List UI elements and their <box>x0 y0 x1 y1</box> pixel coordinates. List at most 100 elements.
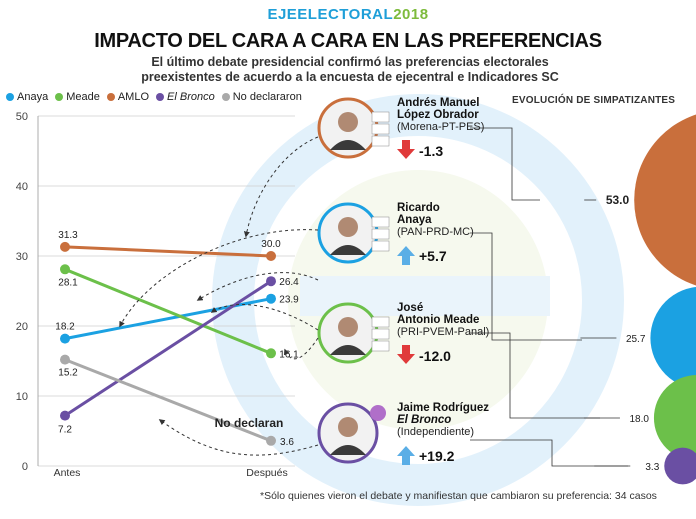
candidate-photo-body <box>330 140 366 150</box>
data-label: 30.0 <box>261 239 281 250</box>
series-no-declararon: 15.2 3.6 <box>58 354 294 448</box>
candidate-photo-head <box>338 112 358 132</box>
legend-dot <box>156 93 165 101</box>
legend-dot <box>55 93 64 101</box>
candidate-change: -1.3 <box>419 143 443 159</box>
series-line <box>64 279 272 417</box>
data-label: 7.2 <box>58 425 72 436</box>
series-meade: 28.116.1 <box>58 264 299 360</box>
arrow-down-icon <box>397 140 415 159</box>
connector-anaya <box>119 229 319 328</box>
subtitle-line-1: El último debate presidencial confirmó l… <box>151 55 549 69</box>
series-line <box>64 358 272 443</box>
candidate-photo-head <box>338 417 358 437</box>
evolution-title: EVOLUCIÓN DE SIMPATIZANTES <box>512 95 676 106</box>
arrow-up-icon <box>397 446 415 465</box>
connector-anaya-2 <box>196 272 319 301</box>
y-tick-label: 20 <box>16 321 28 333</box>
candidate-name-line2: Anaya <box>397 214 432 226</box>
candidate-name-line1: José <box>397 302 423 314</box>
legend-item: El Bronco <box>156 91 215 103</box>
x-tick-label-antes: Antes <box>54 467 81 479</box>
legend-dot <box>6 93 14 101</box>
data-point <box>60 333 70 344</box>
legend-item: Anaya <box>6 91 48 103</box>
background-logo-ring <box>212 94 624 506</box>
series-line <box>64 245 272 258</box>
evolution-bubble <box>653 375 696 461</box>
legend-item: Meade <box>55 91 100 103</box>
footnote: *Sólo quienes vieron el debate y manifie… <box>260 490 657 502</box>
party-logo <box>371 123 390 135</box>
party-logo <box>371 240 390 252</box>
party-logo <box>371 328 390 340</box>
brand-logo: EJEELECTORAL2018 <box>0 6 696 23</box>
candidate-photo-body <box>330 445 366 455</box>
legend-dot <box>221 93 230 101</box>
y-tick-label: 0 <box>22 461 28 473</box>
legend-label: Meade <box>66 91 100 103</box>
chart-title: IMPACTO DEL CARA A CARA EN LAS PREFERENC… <box>94 30 602 52</box>
data-point <box>60 241 70 252</box>
brand-part2: 2018 <box>393 6 429 23</box>
leader-bronco <box>470 439 628 467</box>
candidate-photo-head <box>338 317 358 337</box>
candidate-name-line2: El Bronco <box>397 414 451 426</box>
legend-item: No declararon <box>221 91 302 103</box>
leader-meade <box>470 332 600 419</box>
y-tick-label: 10 <box>16 391 28 403</box>
arrow-down-icon <box>397 345 415 364</box>
data-point <box>60 410 70 421</box>
data-label: 28.1 <box>58 277 78 288</box>
evolution-bubble <box>664 447 696 485</box>
data-point <box>60 264 70 275</box>
party-logo <box>371 111 390 123</box>
legend-item: AMLO <box>106 91 150 103</box>
series-el-bronco: 7.2 26.4 <box>58 276 299 436</box>
candidate-change: -12.0 <box>419 348 451 364</box>
connector-amlo <box>243 136 319 238</box>
chart-subtitle: El último debate presidencial confirmó l… <box>140 55 560 85</box>
legend-label: AMLO <box>117 91 150 103</box>
candidate-photo-body <box>330 245 366 255</box>
data-point <box>266 276 276 287</box>
candidate-change: +5.7 <box>419 248 447 264</box>
evolution-label: 53.0 <box>606 193 630 207</box>
candidate-party: (PRI-PVEM-Panal) <box>397 326 489 338</box>
candidate-photo-head <box>338 217 358 237</box>
data-label: 15.2 <box>58 368 78 379</box>
legend-label: El Bronco <box>167 91 215 103</box>
candidate-change: +19.2 <box>419 448 455 464</box>
legend-label: No declararon <box>232 91 302 103</box>
independent-logo <box>370 405 386 421</box>
evolution-bubble <box>634 114 696 286</box>
legend-label: Anaya <box>17 91 49 103</box>
party-logo <box>371 228 390 240</box>
subtitle-line-2: preexistentes de acuerdo a la encuesta d… <box>141 70 559 84</box>
brand-part1: EJEELECTORAL <box>267 6 394 23</box>
candidate-name-line1: Andrés Manuel <box>397 97 479 109</box>
party-logo <box>371 316 390 328</box>
party-logo <box>371 216 390 228</box>
legend-dot <box>106 93 115 101</box>
connector-bronco <box>158 419 319 456</box>
evolution-label: 25.7 <box>626 334 646 345</box>
candidate-name-line1: Jaime Rodríguez <box>397 402 489 414</box>
legend: Anaya Meade AMLO El Bronco No declararon <box>6 91 302 103</box>
candidate-name-line2: Antonio Meade <box>397 314 479 326</box>
x-tick-label-despues: Después <box>246 467 287 479</box>
party-logo <box>371 135 390 147</box>
candidate-party: (PAN-PRD-MC) <box>397 226 474 238</box>
series-amlo: 31.3 30.0 <box>58 230 281 261</box>
evolution-bubble <box>650 286 696 390</box>
party-logo <box>371 340 390 352</box>
candidate-photo-body <box>330 345 366 355</box>
data-label: 26.4 <box>279 277 299 288</box>
y-tick-label: 30 <box>16 251 28 263</box>
evolution-label: 3.3 <box>645 462 659 473</box>
candidate-party: (Morena-PT-PES) <box>397 121 484 133</box>
no-declaran-label: No declaran <box>215 416 284 430</box>
